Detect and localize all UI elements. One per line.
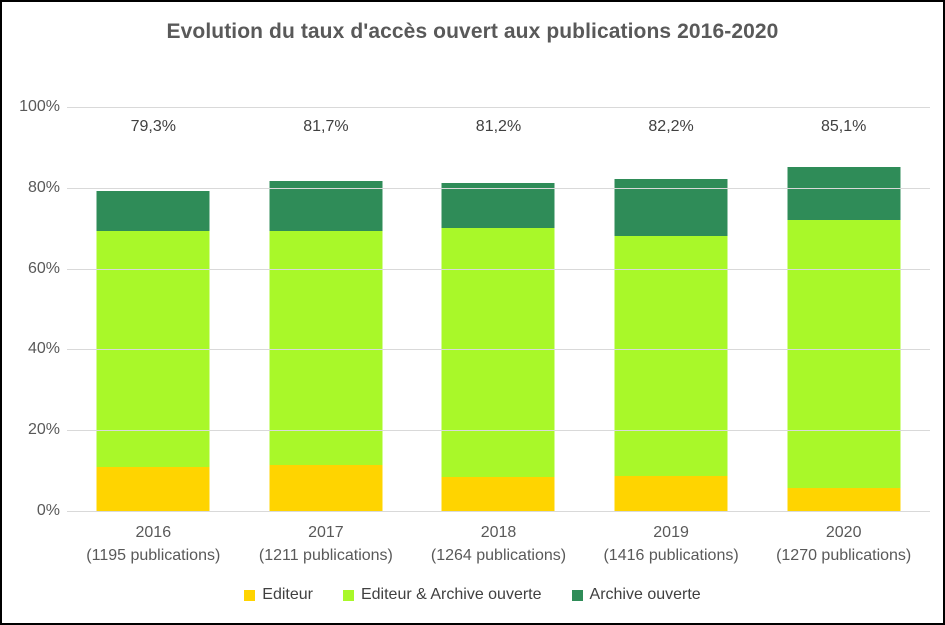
legend-label: Editeur & Archive ouverte bbox=[360, 586, 542, 603]
bar-stack bbox=[441, 182, 555, 511]
bar-stack bbox=[614, 178, 728, 511]
gridline bbox=[67, 349, 930, 351]
legend-item-archive-ouverte: Archive ouverte bbox=[571, 586, 701, 604]
gridline bbox=[67, 268, 930, 270]
gridline bbox=[67, 511, 930, 512]
gridline bbox=[67, 187, 930, 189]
x-axis-label-count: (1416 publications) bbox=[603, 547, 739, 564]
bar-total-label: 81,2% bbox=[475, 118, 522, 135]
bar-total-label: 81,7% bbox=[303, 118, 349, 135]
legend-label: Editeur bbox=[262, 586, 313, 603]
x-axis-label: 2016 (1195 publications) bbox=[55, 521, 252, 567]
bar-segment-editeur-archive-ouverte bbox=[441, 228, 555, 478]
x-axis-label-count: (1195 publications) bbox=[86, 547, 221, 564]
y-axis: 100% 80% 60% 40% 20% 0% bbox=[8, 2, 60, 623]
x-axis-label-count: (1211 publications) bbox=[258, 547, 393, 564]
x-axis-label-year: 2020 bbox=[825, 524, 862, 541]
bar-segment-editeur-archive-ouverte bbox=[269, 230, 383, 465]
gridline bbox=[67, 107, 930, 108]
bar-group-2018: 81,2% 2018 (1264 publications) bbox=[412, 107, 585, 564]
chart-title: Evolution du taux d'accès ouvert aux pub… bbox=[166, 20, 779, 43]
bar-stack bbox=[269, 180, 383, 511]
y-axis-tick-label: 0% bbox=[36, 502, 60, 519]
legend-item-editeur: Editeur bbox=[244, 586, 313, 604]
y-axis-tick-label: 100% bbox=[19, 98, 60, 115]
x-axis-label: 2017 (1211 publications) bbox=[228, 521, 425, 567]
bar-group-2020: 85,1% 2020 (1270 publications) bbox=[757, 107, 930, 564]
y-axis-tick-label: 40% bbox=[27, 340, 60, 358]
x-axis-label-year: 2016 bbox=[135, 524, 172, 541]
bar-slots: 79,3% 2016 (1195 publications) 81,7% 2017 (12… bbox=[67, 107, 930, 564]
gridline bbox=[67, 430, 930, 432]
bar-segment-editeur bbox=[269, 464, 383, 511]
bar-group-2016: 79,3% 2016 (1195 publications) bbox=[67, 107, 240, 564]
bar-total-label: 85,1% bbox=[820, 118, 867, 135]
bar-segment-editeur-archive-ouverte bbox=[787, 219, 901, 488]
bar-segment-editeur bbox=[614, 475, 728, 511]
legend: Editeur Editeur & Archive ouverte Archive … bbox=[2, 586, 943, 604]
x-axis-label: 2020 (1270 publications) bbox=[745, 521, 942, 567]
bar-segment-archive-ouverte bbox=[787, 167, 901, 220]
bar-segment-archive-ouverte bbox=[96, 190, 210, 232]
bar-total-label: 82,2% bbox=[648, 118, 694, 135]
y-axis-tick-label: 20% bbox=[27, 421, 60, 439]
bar-segment-archive-ouverte bbox=[269, 180, 383, 231]
bar-segment-editeur bbox=[96, 466, 210, 511]
x-axis-label: 2019 (1416 publications) bbox=[573, 521, 770, 567]
x-axis-label-year: 2017 bbox=[308, 524, 344, 541]
y-axis-tick-label: 80% bbox=[27, 178, 60, 196]
legend-swatch-archive-ouverte bbox=[571, 589, 583, 601]
y-axis-tick-label: 60% bbox=[27, 259, 60, 277]
bar-segment-editeur-archive-ouverte bbox=[614, 235, 728, 476]
x-axis-label-year: 2019 bbox=[653, 524, 689, 541]
bar-segment-editeur-archive-ouverte bbox=[96, 231, 210, 467]
bar-stack bbox=[96, 190, 210, 511]
x-axis-label-count: (1270 publications) bbox=[776, 547, 912, 564]
legend-item-editeur-archive-ouverte: Editeur & Archive ouverte bbox=[342, 586, 542, 604]
bar-stack bbox=[787, 167, 901, 511]
legend-swatch-editeur bbox=[244, 589, 256, 601]
bar-segment-editeur bbox=[441, 477, 555, 511]
x-axis-label-year: 2018 bbox=[480, 524, 517, 541]
bar-group-2017: 81,7% 2017 (1211 publications) bbox=[240, 107, 413, 564]
x-axis-label-count: (1264 publications) bbox=[430, 547, 567, 564]
legend-label: Archive ouverte bbox=[589, 586, 701, 603]
plot-area: 79,3% 2016 (1195 publications) 81,7% 2017 (12… bbox=[67, 107, 930, 564]
bar-segment-archive-ouverte bbox=[441, 182, 555, 229]
bar-group-2019: 82,2% 2019 (1416 publications) bbox=[585, 107, 758, 564]
x-axis-label: 2018 (1264 publications) bbox=[400, 521, 597, 567]
bar-total-label: 79,3% bbox=[130, 118, 176, 135]
bar-segment-editeur bbox=[787, 487, 901, 511]
legend-swatch-editeur-archive-ouverte bbox=[342, 589, 354, 601]
